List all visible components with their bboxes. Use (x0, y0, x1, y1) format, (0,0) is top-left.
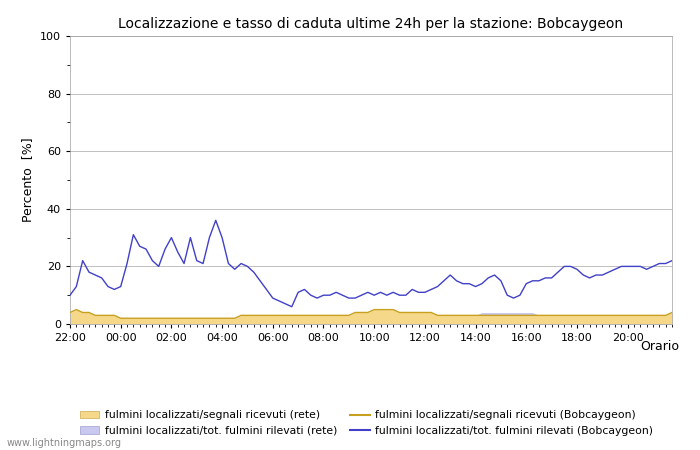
Text: Orario: Orario (640, 340, 679, 353)
Legend: fulmini localizzati/segnali ricevuti (rete), fulmini localizzati/tot. fulmini ri: fulmini localizzati/segnali ricevuti (re… (76, 406, 657, 440)
Text: www.lightningmaps.org: www.lightningmaps.org (7, 438, 122, 448)
Y-axis label: Percento  [%]: Percento [%] (22, 138, 34, 222)
Title: Localizzazione e tasso di caduta ultime 24h per la stazione: Bobcaygeon: Localizzazione e tasso di caduta ultime … (118, 17, 624, 31)
